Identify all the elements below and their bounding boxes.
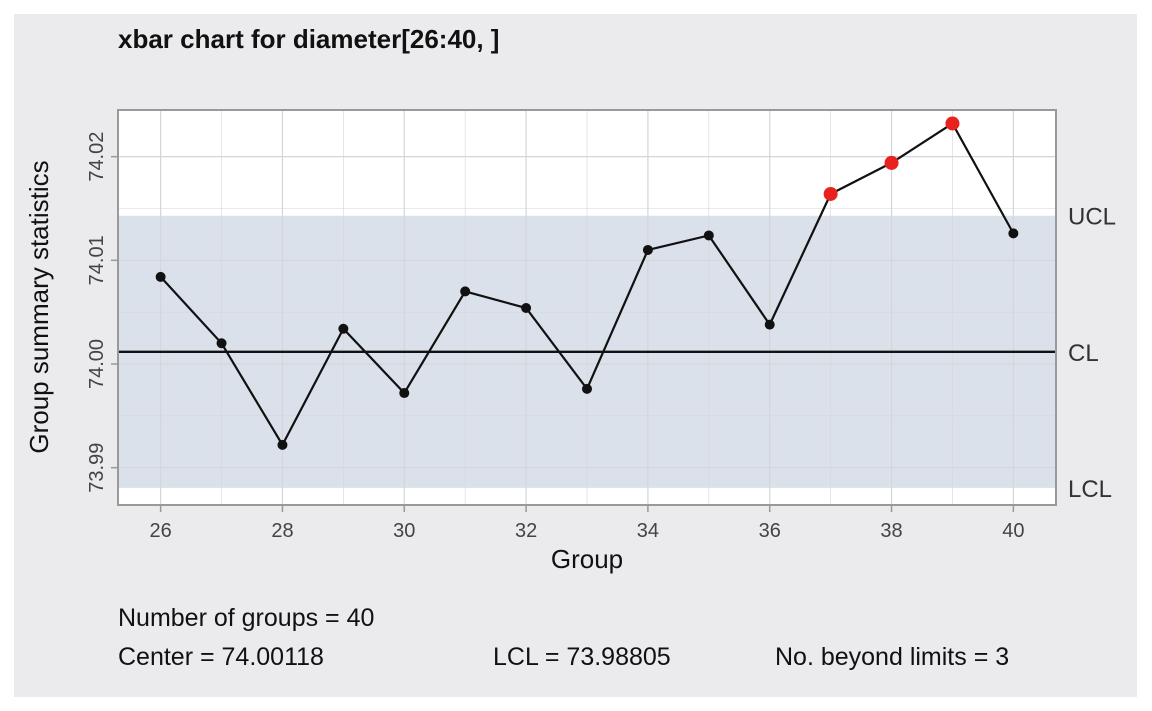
data-point — [216, 338, 227, 349]
data-point — [521, 303, 532, 314]
chart-title: xbar chart for diameter[26:40, ] — [118, 24, 499, 54]
cl-label: CL — [1068, 340, 1099, 367]
y-tick-label: 73.99 — [86, 443, 108, 493]
x-tick-label: 30 — [393, 520, 415, 542]
data-point — [703, 230, 714, 241]
data-point — [582, 383, 592, 394]
data-point-beyond-limits — [823, 186, 838, 201]
data-point — [642, 244, 653, 255]
y-tick-label: 74.01 — [86, 235, 108, 285]
x-axis-ticks: 26 28 30 32 34 36 38 40 — [150, 505, 1024, 542]
ucl-label: UCL — [1068, 204, 1116, 231]
data-point — [338, 323, 349, 334]
x-tick-label: 26 — [150, 520, 172, 542]
data-point — [1008, 228, 1019, 239]
x-tick-label: 28 — [271, 520, 293, 542]
stats-beyond-limits: No. beyond limits = 3 — [775, 643, 1010, 671]
data-point — [399, 388, 410, 399]
stats-lcl: LCL = 73.98805 — [493, 643, 671, 671]
data-point — [277, 439, 288, 450]
x-axis-label: Group — [551, 544, 623, 574]
x-tick-label: 38 — [880, 520, 902, 542]
xbar-chart: xbar chart for diameter[26:40, ] 26 28 30 3… — [24, 24, 1116, 574]
lcl-label: LCL — [1068, 476, 1112, 503]
data-point — [155, 271, 166, 282]
data-point-beyond-limits — [945, 116, 960, 131]
plot-border — [117, 109, 1057, 506]
data-point — [764, 319, 775, 330]
data-point — [460, 286, 471, 297]
x-tick-label: 40 — [1002, 520, 1024, 542]
data-point-beyond-limits — [884, 155, 899, 170]
data-points — [155, 116, 1019, 450]
y-tick-label: 74.00 — [86, 339, 108, 389]
y-axis-ticks: 73.99 74.00 74.01 74.02 — [86, 132, 118, 493]
chart-panel: xbar chart for diameter[26:40, ] 26 28 30 3… — [14, 14, 1137, 697]
x-tick-label: 34 — [637, 520, 659, 542]
x-tick-label: 32 — [515, 520, 537, 542]
x-tick-label: 36 — [759, 520, 781, 542]
y-axis-label: Group summary statistics — [24, 160, 54, 453]
y-tick-label: 74.02 — [86, 132, 108, 182]
stats-center: Center = 74.00118 — [118, 643, 324, 671]
stats-number-of-groups: Number of groups = 40 — [118, 604, 375, 632]
